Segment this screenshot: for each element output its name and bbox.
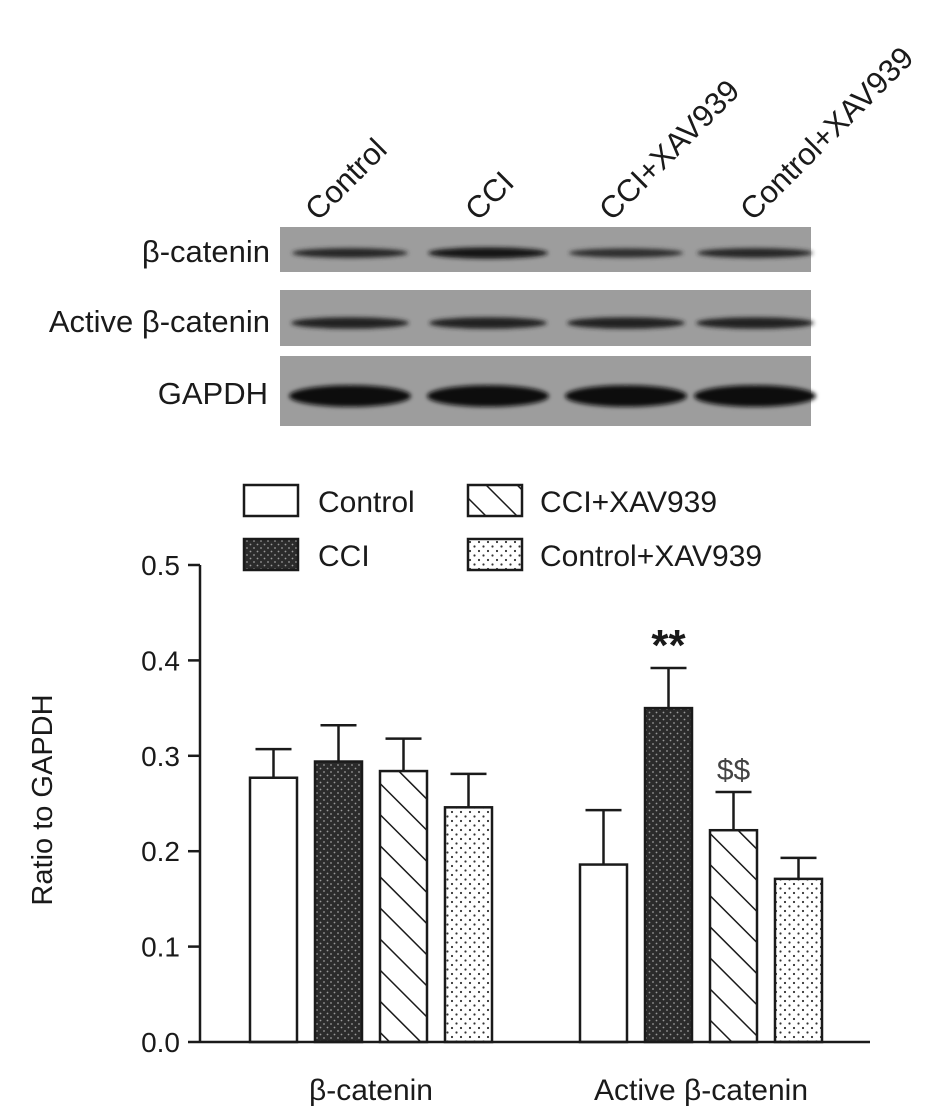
blot-band-lane-4 xyxy=(696,317,814,329)
bar-control-xav939-2 xyxy=(773,877,824,1044)
bar-control-2 xyxy=(578,863,629,1044)
legend-label-control: Control xyxy=(318,486,415,519)
bar-chart: Ratio to GAPDH 0.0 0.1 0.2 0.3 0.4 0.5 ** $$ β… xyxy=(27,550,870,1107)
lane-label-cci: CCI xyxy=(458,164,521,227)
y-axis: 0.0 0.1 0.2 0.3 0.4 0.5 xyxy=(141,550,202,1058)
bar-cci-xav939-2 xyxy=(708,828,759,1044)
legend-item-cci: CCI xyxy=(242,537,370,573)
legend-swatch-control-xav939 xyxy=(466,537,524,572)
blot-band-lane-1 xyxy=(292,248,408,258)
blot-row-gapdh: GAPDH xyxy=(158,356,816,426)
blot-band-lane-4 xyxy=(697,248,813,258)
legend-item-cci-xav939: CCI+XAV939 xyxy=(466,483,717,519)
chart-legend: Control CCI CCI+XAV939 Control+XAV939 xyxy=(242,483,762,573)
lane-labels: Control CCI CCI+XAV939 Control+XAV939 xyxy=(298,40,920,227)
legend-label-cci: CCI xyxy=(318,540,370,573)
blot-band-lane-3 xyxy=(565,385,687,407)
blot-band-lane-2 xyxy=(429,317,547,329)
y-tick-label: 0.2 xyxy=(141,836,180,867)
legend-swatch-cci xyxy=(242,537,300,572)
bar-cci-2 xyxy=(643,706,694,1044)
significance-annotation: $$ xyxy=(717,754,751,787)
legend-swatch-cci-xav939 xyxy=(466,483,524,518)
western-blot: Control CCI CCI+XAV939 Control+XAV939 β-… xyxy=(49,40,920,426)
x-axis: β-catenin Active β-catenin xyxy=(200,1040,870,1107)
row-label-gapdh: GAPDH xyxy=(158,376,268,411)
blot-row-beta-catenin: β-catenin xyxy=(142,227,813,272)
blot-row-active-beta-catenin: Active β-catenin xyxy=(49,290,814,346)
x-category-label: Active β-catenin xyxy=(594,1074,808,1107)
blot-band-lane-2 xyxy=(428,247,548,259)
bar-control-1 xyxy=(248,776,299,1044)
blot-band-lane-1 xyxy=(289,385,411,407)
y-tick-label: 0.0 xyxy=(141,1027,180,1058)
blot-bands xyxy=(292,247,813,259)
y-axis-title: Ratio to GAPDH xyxy=(27,694,59,905)
blot-bands xyxy=(291,317,814,329)
error-bars xyxy=(255,666,817,879)
significance-annotation: ** xyxy=(651,621,686,670)
y-tick-label: 0.4 xyxy=(141,645,180,676)
blot-band-lane-3 xyxy=(567,317,685,329)
row-label-beta-catenin: β-catenin xyxy=(142,234,270,269)
bar-cci-1 xyxy=(313,760,364,1044)
row-label-active-beta-catenin: Active β-catenin xyxy=(49,304,270,339)
y-tick-label: 0.3 xyxy=(141,741,180,772)
blot-band-lane-4 xyxy=(694,385,816,407)
blot-bands xyxy=(289,385,816,407)
legend-item-control: Control xyxy=(242,483,415,519)
blot-band-lane-3 xyxy=(568,248,684,258)
annotations: ** $$ xyxy=(651,621,750,787)
lane-label-control: Control xyxy=(298,132,393,227)
x-category-label: β-catenin xyxy=(309,1074,433,1107)
legend-item-control-xav939: Control+XAV939 xyxy=(466,537,762,573)
bar-cci-xav939-1 xyxy=(378,769,429,1044)
blot-band-lane-1 xyxy=(291,317,409,329)
legend-swatch-control xyxy=(242,483,300,518)
blot-band-lane-2 xyxy=(427,385,549,407)
bars xyxy=(248,706,824,1044)
y-tick-label: 0.5 xyxy=(141,550,180,581)
legend-label-cci-xav939: CCI+XAV939 xyxy=(540,486,717,519)
y-tick-label: 0.1 xyxy=(141,932,180,963)
lane-label-control-xav939: Control+XAV939 xyxy=(733,40,920,227)
bar-control-xav939-1 xyxy=(443,806,494,1044)
legend-label-control-xav939: Control+XAV939 xyxy=(540,540,762,573)
lane-label-cci-xav939: CCI+XAV939 xyxy=(592,73,746,227)
